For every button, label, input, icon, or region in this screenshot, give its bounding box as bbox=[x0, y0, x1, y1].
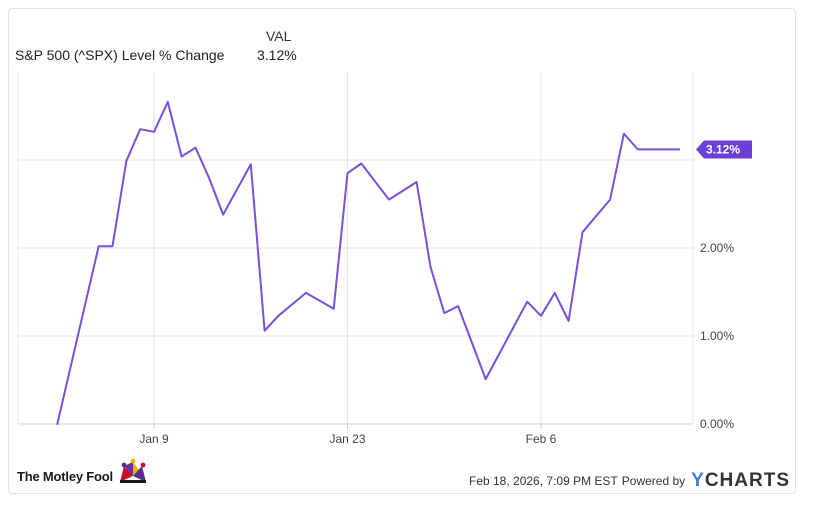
x-tick-label: Feb 6 bbox=[526, 432, 557, 446]
x-tick-label: Jan 9 bbox=[139, 432, 169, 446]
y-tick-label: 0.00% bbox=[700, 417, 734, 431]
y-tick-label: 2.00% bbox=[700, 241, 734, 255]
jester-hat-icon bbox=[119, 458, 146, 483]
end-value-label: 3.12% bbox=[696, 140, 752, 159]
powered-by-label: Powered by bbox=[621, 474, 686, 488]
timestamp: Feb 18, 2026, 7:09 PM EST bbox=[469, 474, 618, 488]
brand-name: The Motley Fool bbox=[17, 469, 113, 484]
legend-series-label[interactable]: S&P 500 (^SPX) Level % Change bbox=[15, 47, 225, 63]
motley-fool-logo[interactable]: The Motley Fool bbox=[17, 458, 150, 484]
series-line[interactable] bbox=[56, 100, 681, 425]
plot-area-grid bbox=[17, 72, 694, 425]
ycharts-logo-y: Y bbox=[691, 470, 705, 491]
x-tick-label: Jan 23 bbox=[329, 432, 365, 446]
footer-attribution: Feb 18, 2026, 7:09 PM EST Powered by Y CH… bbox=[469, 470, 790, 492]
chart-card bbox=[8, 8, 796, 494]
y-tick-label: 1.00% bbox=[700, 329, 734, 343]
ycharts-logo[interactable]: Y CHARTS bbox=[691, 470, 790, 492]
legend-series-value: 3.12% bbox=[257, 47, 297, 63]
y-axis: 0.00% 1.00% 2.00% bbox=[700, 241, 734, 431]
ycharts-logo-rest: CHARTS bbox=[704, 470, 790, 491]
legend-column-header: VAL bbox=[266, 28, 292, 44]
end-value-label-text: 3.12% bbox=[706, 142, 740, 156]
end-value-label-bg bbox=[696, 140, 752, 159]
x-axis: Jan 9 Jan 23 Feb 6 bbox=[18, 423, 693, 446]
